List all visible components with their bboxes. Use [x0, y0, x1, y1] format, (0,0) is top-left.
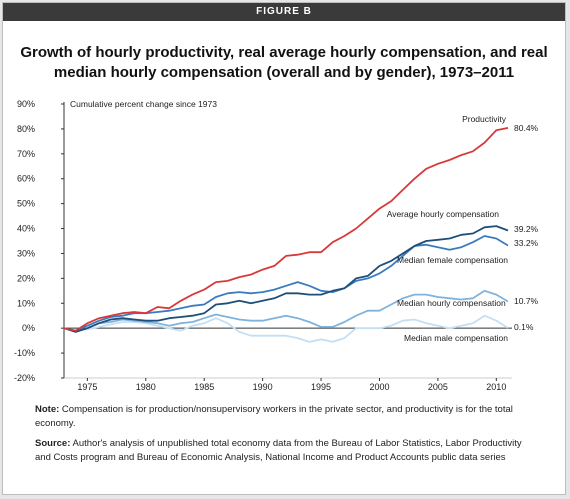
series-end-label: 10.7% — [514, 296, 539, 306]
y-tick-label: -10% — [14, 348, 35, 358]
series-end-label: 33.2% — [514, 238, 539, 248]
series-name-label: Average hourly compensation — [387, 209, 500, 219]
note-text: Compensation is for production/nonsuperv… — [35, 404, 513, 429]
series-end-label: 0.1% — [514, 322, 534, 332]
series-end-label: 80.4% — [514, 123, 539, 133]
y-tick-label: 80% — [17, 124, 35, 134]
y-tick-label: 20% — [17, 273, 35, 283]
series-line — [63, 127, 509, 332]
series-name-label: Median male compensation — [404, 333, 508, 343]
series-line — [63, 225, 509, 333]
x-tick-label: 1985 — [194, 382, 214, 392]
y-tick-label: 70% — [17, 149, 35, 159]
y-tick-label: 30% — [17, 248, 35, 258]
figure-frame: FIGURE B Growth of hourly productivity, … — [2, 2, 566, 495]
series-end-label: 39.2% — [514, 224, 539, 234]
chart-note: Note: Compensation is for production/non… — [35, 403, 535, 431]
y-tick-label: 50% — [17, 199, 35, 209]
y-tick-label: 90% — [17, 99, 35, 109]
x-tick-label: 1975 — [77, 382, 97, 392]
chart-source: Source: Author's analysis of unpublished… — [35, 437, 535, 465]
x-tick-label: 2000 — [369, 382, 389, 392]
x-tick-label: 1990 — [253, 382, 273, 392]
series-line — [63, 314, 509, 343]
series-name-label: Productivity — [462, 114, 507, 124]
series-line — [63, 289, 509, 333]
x-tick-label: 1995 — [311, 382, 331, 392]
source-label: Source: — [35, 438, 71, 449]
series-name-label: Median female compensation — [397, 255, 508, 265]
source-text: Author's analysis of unpublished total e… — [35, 438, 522, 463]
y-tick-label: 40% — [17, 224, 35, 234]
figure-label: FIGURE B — [3, 3, 565, 21]
x-tick-label: 2010 — [486, 382, 506, 392]
note-label: Note: — [35, 404, 60, 415]
x-tick-label: 1980 — [136, 382, 156, 392]
y-tick-label: 60% — [17, 174, 35, 184]
series-name-label: Median hourly compensation — [397, 298, 506, 308]
y-axis-label: Cumulative percent change since 1973 — [70, 99, 217, 109]
y-tick-label: 10% — [17, 298, 35, 308]
y-tick-label: 0% — [22, 323, 35, 333]
y-tick-label: -20% — [14, 373, 35, 383]
chart-title: Growth of hourly productivity, real aver… — [20, 44, 548, 81]
x-tick-label: 2005 — [428, 382, 448, 392]
